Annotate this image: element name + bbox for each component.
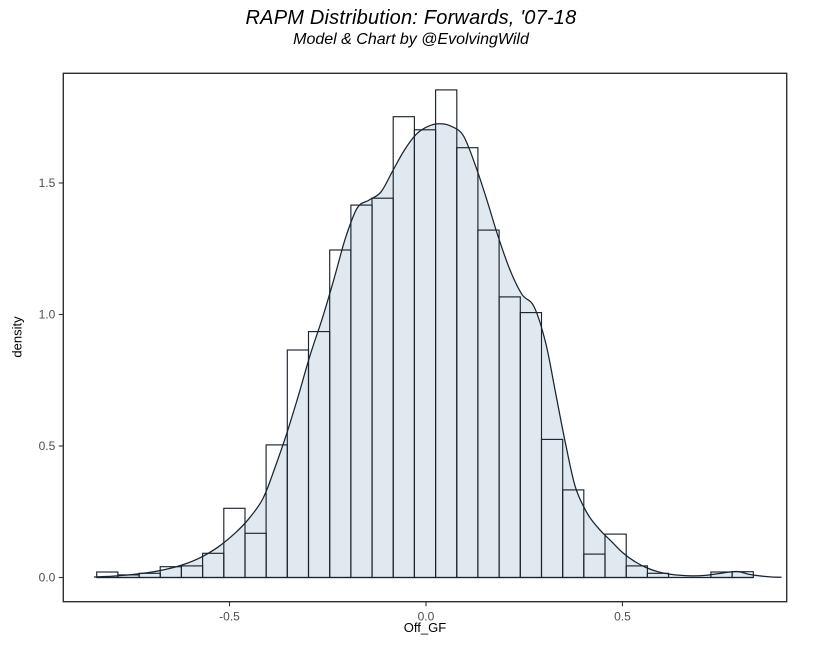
x-axis-tick-label: -0.5: [219, 610, 240, 624]
y-axis-tick-label: 1.0: [39, 307, 56, 321]
density-curve: [93, 123, 782, 578]
x-axis-tick-label: 0.5: [614, 610, 631, 624]
density-area: [93, 123, 782, 578]
panel-border: [62, 72, 788, 603]
x-axis-tick-label: 0.0: [418, 610, 435, 624]
y-axis-tick-label: 0.5: [39, 439, 56, 453]
y-axis-tick-label: 0.0: [39, 571, 56, 585]
y-axis-tick-label: 1.5: [39, 176, 56, 190]
chart-subtitle: Model & Chart by @EvolvingWild: [293, 31, 529, 48]
x-axis-title: Off_GF: [403, 620, 447, 635]
y-axis-title: density: [9, 316, 25, 358]
chart-title: RAPM Distribution: Forwards, '07-18: [245, 7, 577, 29]
